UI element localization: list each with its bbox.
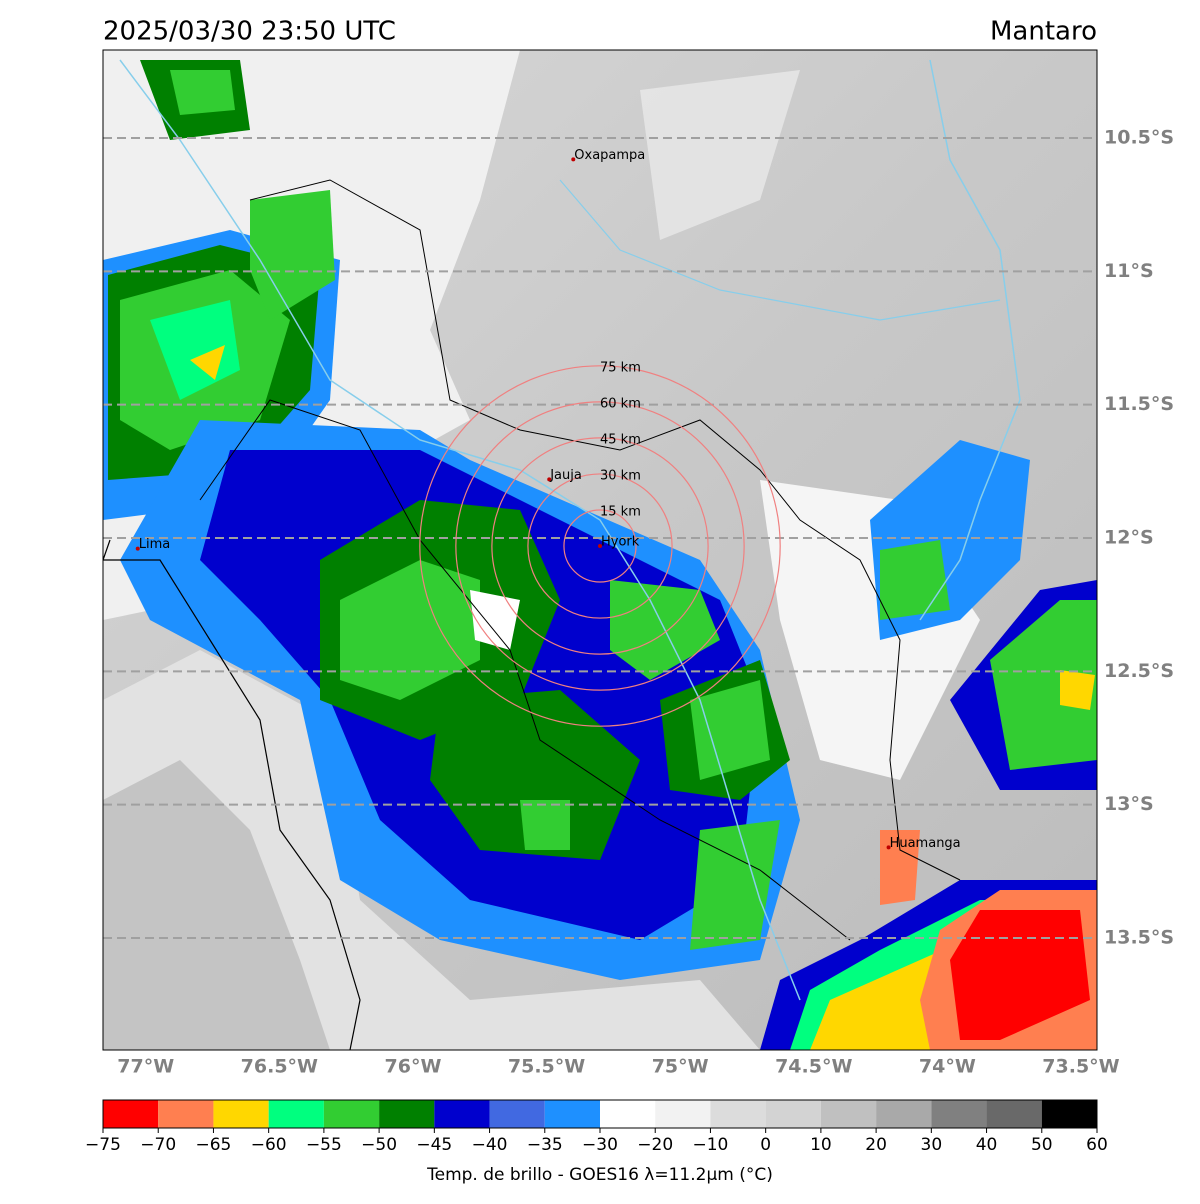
city-label: Hyork [601,535,640,550]
lon-label: 73.5°W [1042,1056,1119,1078]
colorbar-segment [876,1100,932,1128]
range-ring-label: 60 km [600,396,641,411]
city-marker [135,546,140,551]
lat-label: 10.5°S [1104,127,1174,149]
colorbar-tick-label: 0 [760,1135,771,1155]
colorbar-tick-label: −40 [472,1135,508,1155]
colorbar-tick-label: −10 [692,1135,728,1155]
lat-label: 12°S [1104,527,1154,549]
range-ring [527,473,673,619]
colorbar-tick-label: 30 [921,1135,943,1155]
colorbar-segment [931,1100,987,1128]
colorbar-segment [103,1100,159,1128]
colorbar-segment [655,1100,711,1128]
colorbar-segment [489,1100,545,1128]
lon-label: 75°W [652,1056,709,1078]
lon-label: 74.5°W [775,1056,852,1078]
colorbar-segment [544,1100,600,1128]
lat-label: 11.5°S [1104,393,1174,415]
colorbar-tick-label: −30 [582,1135,618,1155]
colorbar-segment [986,1100,1042,1128]
range-ring [491,437,709,655]
colorbar-tick-label: −55 [306,1135,342,1155]
lat-label: 12.5°S [1104,660,1174,682]
colorbar-tick-label: −70 [140,1135,176,1155]
colorbar-tick-label: 60 [1086,1135,1108,1155]
colorbar-tick-label: −60 [251,1135,287,1155]
colorbar-tick-label: −45 [416,1135,452,1155]
colorbar-segment [379,1100,435,1128]
colorbar-tick-label: 40 [976,1135,998,1155]
colorbar-segment [434,1100,490,1128]
range-ring [455,401,745,691]
colorbar-segment [600,1100,656,1128]
colorbar-segment [765,1100,821,1128]
lat-label: 13°S [1104,793,1154,815]
colorbar-segment [1041,1100,1097,1128]
lat-label: 13.5°S [1104,927,1174,949]
colorbar-label: Temp. de brillo - GOES16 λ=11.2μm (°C) [426,1165,773,1185]
city-label: Huamanga [890,836,961,851]
title-datetime: 2025/03/30 23:50 UTC [103,17,396,47]
city-marker [571,157,576,162]
colorbar-segment [820,1100,877,1128]
colorbar-tick-label: −20 [637,1135,673,1155]
colorbar-tick-label: 10 [810,1135,832,1155]
lon-label: 76.5°W [241,1056,318,1078]
lon-label: 74°W [919,1056,976,1078]
range-ring-label: 15 km [600,504,641,519]
range-ring-label: 45 km [600,432,641,447]
lon-label: 76°W [385,1056,442,1078]
city-label: Lima [139,537,170,552]
colorbar-segment [213,1100,269,1128]
colorbar-segment [710,1100,766,1128]
title-region: Mantaro [990,17,1097,47]
city-marker [598,544,602,548]
city-label: Jauja [549,468,582,483]
colorbar-segment [268,1100,324,1128]
range-ring [419,365,781,727]
lon-label: 75.5°W [508,1056,585,1078]
range-ring [563,509,637,583]
city-label: Oxapampa [574,148,645,163]
colorbar-tick-label: 50 [1031,1135,1053,1155]
colorbar-tick-label: −75 [85,1135,121,1155]
colorbar-segment [323,1100,380,1128]
colorbar-segment [158,1100,214,1128]
colorbar-tick-label: −65 [195,1135,231,1155]
colorbar-tick-label: 20 [865,1135,887,1155]
city-marker [886,845,891,850]
satellite-image [103,50,1097,1050]
range-ring-label: 30 km [600,468,641,483]
colorbar-tick-label: −50 [361,1135,397,1155]
lon-label: 77°W [117,1056,174,1078]
range-ring-label: 75 km [600,360,641,375]
lat-label: 11°S [1104,260,1154,282]
city-marker [547,477,552,482]
colorbar-tick-label: −35 [527,1135,563,1155]
map-frame [102,49,1098,1051]
